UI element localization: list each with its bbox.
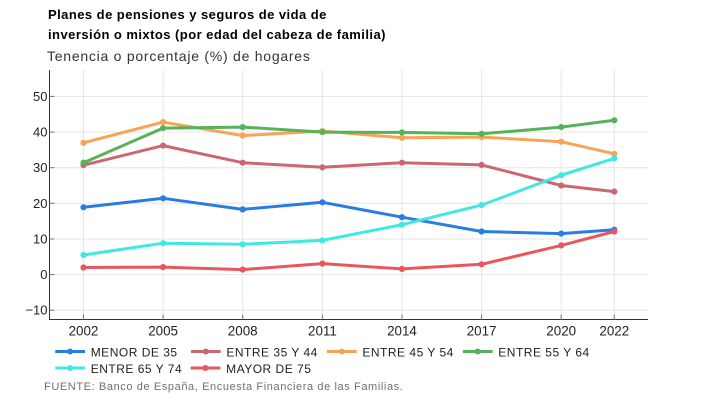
svg-text:MENOR DE 35: MENOR DE 35 <box>91 345 178 359</box>
svg-text:2022: 2022 <box>599 324 629 339</box>
svg-text:2014: 2014 <box>387 324 417 339</box>
svg-text:10: 10 <box>33 232 47 247</box>
svg-text:40: 40 <box>33 125 47 140</box>
svg-text:2008: 2008 <box>228 324 258 339</box>
svg-text:2020: 2020 <box>546 324 576 339</box>
svg-text:2011: 2011 <box>308 324 337 339</box>
svg-text:20: 20 <box>33 196 47 211</box>
svg-text:2017: 2017 <box>467 324 497 339</box>
svg-text:50: 50 <box>33 89 47 104</box>
svg-text:MAYOR DE 75: MAYOR DE 75 <box>226 362 311 376</box>
svg-text:ENTRE 35 Y 44: ENTRE 35 Y 44 <box>226 345 317 359</box>
svg-text:2002: 2002 <box>69 324 99 339</box>
svg-text:0: 0 <box>40 267 47 282</box>
svg-text:2005: 2005 <box>148 324 178 339</box>
svg-text:−10: −10 <box>25 303 47 318</box>
svg-text:ENTRE 65 Y 74: ENTRE 65 Y 74 <box>91 362 182 376</box>
svg-text:ENTRE 55 Y 64: ENTRE 55 Y 64 <box>498 345 589 359</box>
svg-text:30: 30 <box>33 160 47 175</box>
svg-text:ENTRE 45 Y 54: ENTRE 45 Y 54 <box>362 345 453 359</box>
